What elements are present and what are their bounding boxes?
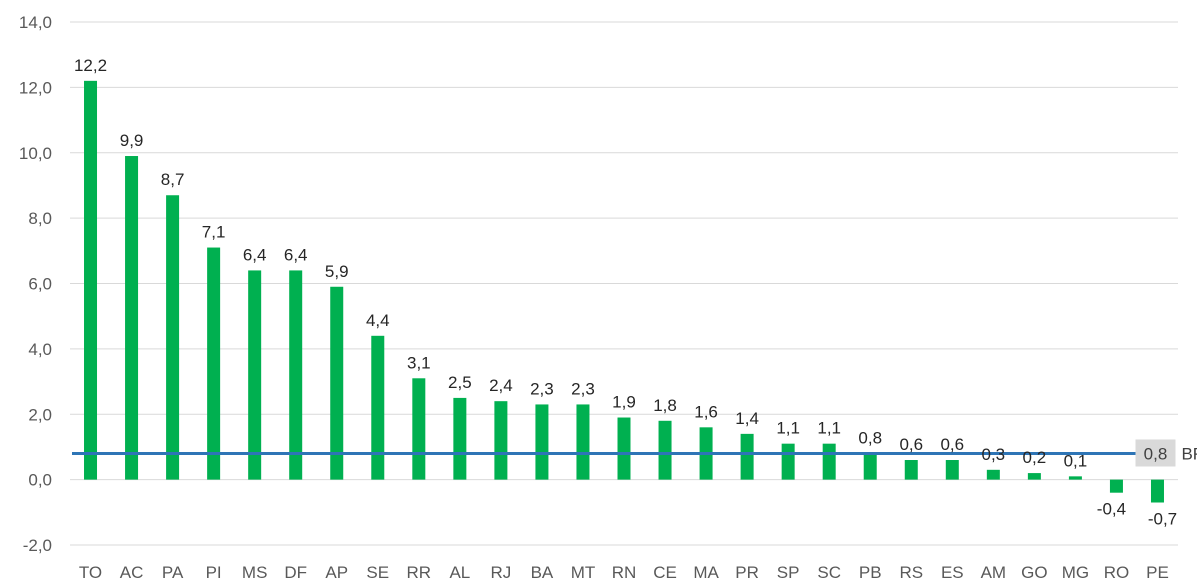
x-category-label: PE — [1146, 563, 1169, 581]
data-label: 8,7 — [161, 170, 185, 189]
x-category-label: ES — [941, 563, 964, 581]
reference-value-badge — [1135, 439, 1176, 467]
bar — [822, 443, 836, 480]
bar — [248, 270, 262, 480]
reference-value-label: 0,8 — [1144, 444, 1168, 463]
data-label: 6,4 — [284, 245, 308, 264]
x-category-label: MS — [242, 563, 268, 581]
x-category-label: MA — [693, 563, 719, 581]
x-category-label: RS — [899, 563, 923, 581]
data-label: 1,9 — [612, 393, 636, 412]
data-label: 0,6 — [899, 435, 923, 454]
x-category-label: PA — [162, 563, 184, 581]
data-label: 2,5 — [448, 373, 472, 392]
data-label: -0,4 — [1097, 500, 1126, 519]
y-tick-label: 2,0 — [28, 405, 52, 424]
y-tick-label: 14,0 — [19, 13, 52, 32]
data-labels: 12,2 9,9 8,7 7,1 6,4 6,4 5,9 4,4 3,1 2,5 2,4 2,3 2,3… — [74, 56, 1177, 529]
bar — [84, 80, 98, 480]
x-category-label: PI — [206, 563, 222, 581]
x-category-label: SC — [817, 563, 841, 581]
data-label: 1,4 — [735, 409, 759, 428]
data-label: 9,9 — [120, 131, 144, 150]
x-category-label: RJ — [490, 563, 511, 581]
bar — [863, 453, 877, 480]
y-tick-label: -2,0 — [23, 536, 52, 555]
x-category-label: AC — [120, 563, 144, 581]
y-axis-ticks: -2,0 0,0 2,0 4,0 6,0 8,0 10,0 12,0 14,0 — [19, 13, 52, 555]
bar — [371, 335, 385, 480]
x-category-label: AL — [449, 563, 470, 581]
bar — [781, 443, 795, 480]
x-category-label: SE — [366, 563, 389, 581]
x-category-label: CE — [653, 563, 677, 581]
x-category-label: GO — [1021, 563, 1047, 581]
x-category-label: RO — [1104, 563, 1130, 581]
data-label: 2,3 — [571, 379, 595, 398]
x-category-label: MG — [1062, 563, 1089, 581]
bar — [945, 460, 959, 480]
bar — [207, 247, 221, 480]
bar — [1109, 479, 1123, 493]
data-label: 1,6 — [694, 402, 718, 421]
bar — [658, 420, 672, 480]
bar — [617, 417, 631, 480]
data-label: 0,1 — [1064, 451, 1088, 470]
bars — [84, 80, 1164, 503]
data-label: 0,2 — [1023, 448, 1047, 467]
x-category-label: SP — [777, 563, 800, 581]
y-tick-label: 4,0 — [28, 340, 52, 359]
bar — [986, 469, 1000, 480]
y-tick-label: 10,0 — [19, 144, 52, 163]
data-label: 5,9 — [325, 262, 349, 281]
data-label: 2,3 — [530, 379, 554, 398]
data-label: 3,1 — [407, 353, 431, 372]
y-tick-label: 12,0 — [19, 78, 52, 97]
x-category-label: AP — [325, 563, 348, 581]
bar — [740, 433, 754, 480]
data-label: 0,8 — [858, 428, 882, 447]
x-category-label: MT — [571, 563, 596, 581]
x-category-label: BA — [531, 563, 554, 581]
data-label: 1,1 — [817, 419, 841, 438]
bar — [1027, 473, 1041, 480]
data-label: -0,7 — [1148, 510, 1177, 529]
reference-series-label: BR — [1181, 444, 1197, 463]
reference-line-group: 0,8 BR — [72, 439, 1197, 467]
bar — [904, 460, 918, 480]
y-tick-label: 8,0 — [28, 209, 52, 228]
bar — [289, 270, 303, 480]
bar — [1068, 476, 1082, 480]
x-category-label: RR — [407, 563, 432, 581]
data-label: 2,4 — [489, 376, 513, 395]
data-label: 0,3 — [982, 445, 1006, 464]
y-tick-label: 0,0 — [28, 471, 52, 490]
x-category-label: PB — [859, 563, 882, 581]
bar — [1150, 479, 1164, 503]
bar — [494, 401, 508, 480]
data-label: 12,2 — [74, 56, 107, 75]
x-category-label: TO — [79, 563, 102, 581]
bar — [412, 378, 426, 480]
bar — [453, 397, 467, 480]
data-label: 0,6 — [940, 435, 964, 454]
x-category-label: DF — [284, 563, 307, 581]
x-category-label: PR — [735, 563, 759, 581]
bar — [166, 195, 180, 480]
data-label: 7,1 — [202, 223, 226, 242]
data-label: 4,4 — [366, 311, 390, 330]
data-label: 1,1 — [776, 419, 800, 438]
y-tick-label: 6,0 — [28, 275, 52, 294]
bar — [576, 404, 590, 480]
bar — [535, 404, 549, 480]
x-category-label: RN — [612, 563, 637, 581]
data-label: 1,8 — [653, 396, 677, 415]
x-category-label: AM — [981, 563, 1007, 581]
data-label: 6,4 — [243, 245, 267, 264]
x-axis-categories: TO AC PA PI MS DF AP SE RR AL RJ BA MT RN CE MA PR SP SC PB… — [79, 563, 1169, 582]
bar — [330, 286, 344, 480]
bar — [125, 156, 139, 480]
